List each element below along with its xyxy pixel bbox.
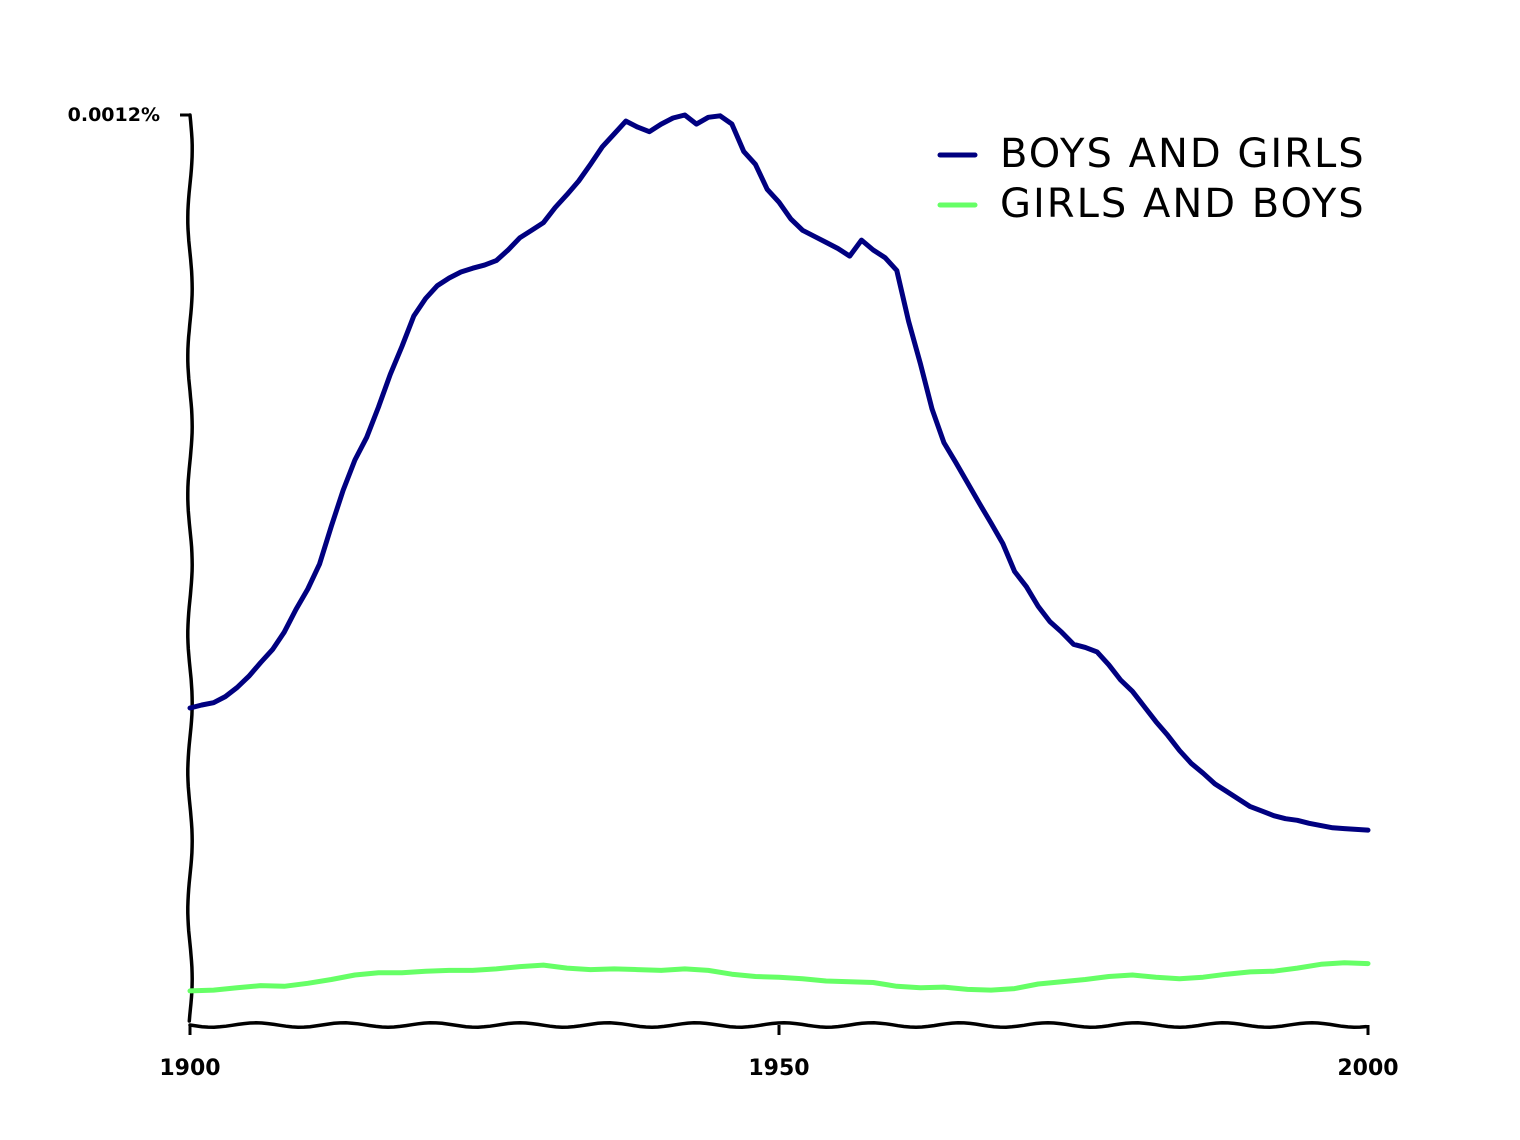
x-tick-label: 1900 (159, 1056, 220, 1081)
series-line-boys-and-girls (187, 112, 1371, 833)
x-axis: 1900 1950 2000 (159, 1021, 1399, 1081)
y-axis-line (186, 113, 194, 1023)
legend: BOYS AND GIRLS GIRLS AND BOYS (937, 131, 1366, 227)
x-tick-label: 2000 (1337, 1056, 1398, 1081)
series-layer (187, 112, 1371, 994)
legend-label-girls-and-boys: GIRLS AND BOYS (1000, 181, 1366, 227)
x-tick-label: 1950 (748, 1056, 809, 1081)
series-line-girls-and-boys (187, 960, 1371, 994)
x-axis-line (188, 1021, 1368, 1029)
y-axis: 0.0012% (68, 104, 194, 1023)
y-tick-label: 0.0012% (68, 104, 160, 126)
legend-label-boys-and-girls: BOYS AND GIRLS (1000, 131, 1366, 177)
